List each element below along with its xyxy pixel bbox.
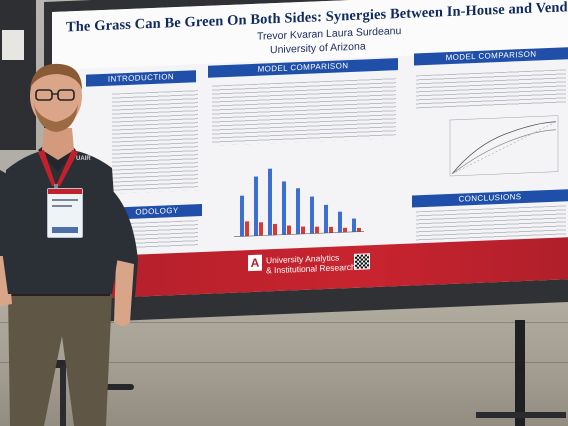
section-heading-conclusions: CONCLUSIONS [412,189,568,208]
easel-foot [476,412,566,418]
bar-series-2-bar-2 [259,222,263,236]
bar-series-1-bar-4 [282,181,286,235]
easel-leg [515,320,525,426]
name-badge-stripe [48,189,82,194]
line-chart-frame [449,115,559,177]
bar-series-1-bar-9 [352,218,356,232]
name-badge [47,188,83,238]
glasses-icon [35,89,53,101]
bar-series-1-bar-2 [254,176,258,236]
floor-seam [0,322,568,323]
presenter-beard [34,104,78,132]
bar-series-2-bar-6 [315,226,319,234]
name-badge-text [52,205,72,207]
bar-series-1-bar-3 [268,168,272,236]
bar-series-1-bar-7 [324,204,328,234]
bar-series-2-bar-5 [301,226,305,234]
model-comparison-2-text [416,69,566,110]
bar-chart [234,168,364,237]
university-logo: A [248,254,262,272]
line-chart-diagonal [451,121,557,175]
model-comparison-text [212,78,396,146]
lanyard [56,150,78,186]
line-chart [449,115,559,177]
bar-series-2-bar-1 [245,221,249,237]
qr-code [354,253,370,270]
conclusions-text [416,205,566,242]
presenter-right-arm [114,260,134,326]
presenter [0,63,138,426]
bar-series-2-bar-7 [329,226,333,233]
floor-seam [0,362,568,363]
bar-series-2-bar-4 [287,225,291,235]
chair-armrest [104,384,134,390]
neighbor-poster-board [0,0,36,150]
neighbor-poster-paper [2,30,24,60]
lanyard [38,150,56,186]
bar-series-2-bar-9 [357,227,361,232]
chair-leg [60,366,66,426]
bar-series-2-bar-8 [343,227,347,233]
research-poster: The Grass Can Be Green On Both Sides: Sy… [52,0,568,300]
bar-series-1-bar-5 [296,188,300,235]
bar-chart-bars [240,168,361,237]
presenter-face [30,64,82,128]
name-badge-ribbon [52,227,78,233]
presenter-hair [30,63,82,90]
name-badge-text [52,199,78,201]
line-chart-curve [451,121,557,175]
shirt-logo: UAIR [76,156,91,162]
bar-series-2-bar-3 [273,223,277,236]
bar-series-1-bar-1 [240,195,244,237]
presenter-neck [42,128,74,160]
bar-series-1-bar-8 [338,211,342,233]
line-chart-curve [451,129,557,175]
glasses-icon [57,89,75,101]
presenter-trousers [8,292,112,426]
bar-series-1-bar-6 [310,196,314,234]
bar-chart-x-axis [234,231,364,237]
